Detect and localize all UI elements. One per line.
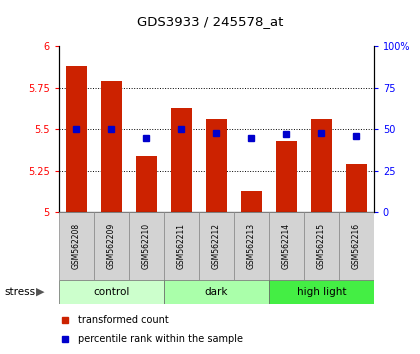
- Text: GSM562213: GSM562213: [247, 223, 256, 269]
- Text: ▶: ▶: [36, 287, 44, 297]
- Text: percentile rank within the sample: percentile rank within the sample: [78, 333, 243, 344]
- Bar: [206, 119, 227, 212]
- Bar: [59, 280, 164, 304]
- Bar: [129, 212, 164, 280]
- Bar: [136, 156, 157, 212]
- Text: control: control: [93, 287, 129, 297]
- Bar: [66, 66, 87, 212]
- Text: GSM562216: GSM562216: [352, 223, 361, 269]
- Bar: [276, 141, 297, 212]
- Bar: [234, 212, 269, 280]
- Text: GSM562211: GSM562211: [177, 223, 186, 269]
- Bar: [241, 191, 262, 212]
- Bar: [164, 212, 199, 280]
- Text: GSM562208: GSM562208: [72, 223, 81, 269]
- Text: GSM562209: GSM562209: [107, 223, 116, 269]
- Text: high light: high light: [297, 287, 346, 297]
- Text: GSM562215: GSM562215: [317, 223, 326, 269]
- Bar: [311, 119, 332, 212]
- Text: GSM562210: GSM562210: [142, 223, 151, 269]
- Bar: [171, 108, 192, 212]
- Text: GSM562214: GSM562214: [282, 223, 291, 269]
- Text: stress: stress: [4, 287, 35, 297]
- Bar: [304, 212, 339, 280]
- Text: transformed count: transformed count: [78, 315, 168, 325]
- Bar: [199, 212, 234, 280]
- Text: GSM562212: GSM562212: [212, 223, 221, 269]
- Bar: [59, 212, 94, 280]
- Bar: [346, 164, 367, 212]
- Bar: [101, 81, 122, 212]
- Text: dark: dark: [205, 287, 228, 297]
- Bar: [164, 280, 269, 304]
- Bar: [94, 212, 129, 280]
- Text: GDS3933 / 245578_at: GDS3933 / 245578_at: [137, 15, 283, 28]
- Bar: [269, 280, 374, 304]
- Bar: [269, 212, 304, 280]
- Bar: [339, 212, 374, 280]
